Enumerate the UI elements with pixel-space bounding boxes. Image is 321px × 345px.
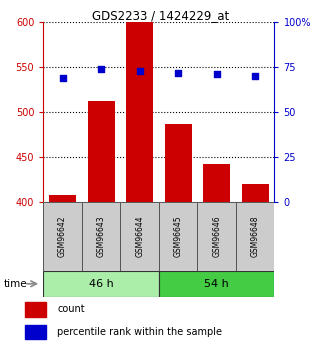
Bar: [197, 202, 236, 271]
Text: GSM96648: GSM96648: [251, 216, 260, 257]
Bar: [120, 202, 159, 271]
Bar: [25, 325, 46, 339]
Bar: [236, 202, 274, 271]
Bar: [242, 184, 269, 202]
Text: 46 h: 46 h: [89, 279, 114, 289]
Text: GSM96642: GSM96642: [58, 216, 67, 257]
Point: [253, 73, 258, 79]
Bar: [159, 271, 274, 297]
Bar: [126, 22, 153, 202]
Text: GSM96646: GSM96646: [212, 216, 221, 257]
Bar: [43, 271, 159, 297]
Text: count: count: [57, 304, 85, 314]
Text: GSM96645: GSM96645: [174, 216, 183, 257]
Text: time: time: [3, 279, 27, 289]
Bar: [25, 302, 46, 317]
Text: GDS2233 / 1424229_at: GDS2233 / 1424229_at: [92, 9, 229, 22]
Text: percentile rank within the sample: percentile rank within the sample: [57, 327, 222, 337]
Bar: [88, 101, 115, 202]
Bar: [43, 202, 82, 271]
Bar: [49, 195, 76, 202]
Text: GSM96643: GSM96643: [97, 216, 106, 257]
Bar: [82, 202, 120, 271]
Bar: [203, 164, 230, 202]
Point: [214, 72, 219, 77]
Point: [137, 68, 142, 73]
Bar: [165, 124, 192, 202]
Text: 54 h: 54 h: [204, 279, 229, 289]
Bar: [159, 202, 197, 271]
Point: [60, 75, 65, 81]
Point: [176, 70, 181, 76]
Point: [99, 66, 104, 72]
Text: GSM96644: GSM96644: [135, 216, 144, 257]
